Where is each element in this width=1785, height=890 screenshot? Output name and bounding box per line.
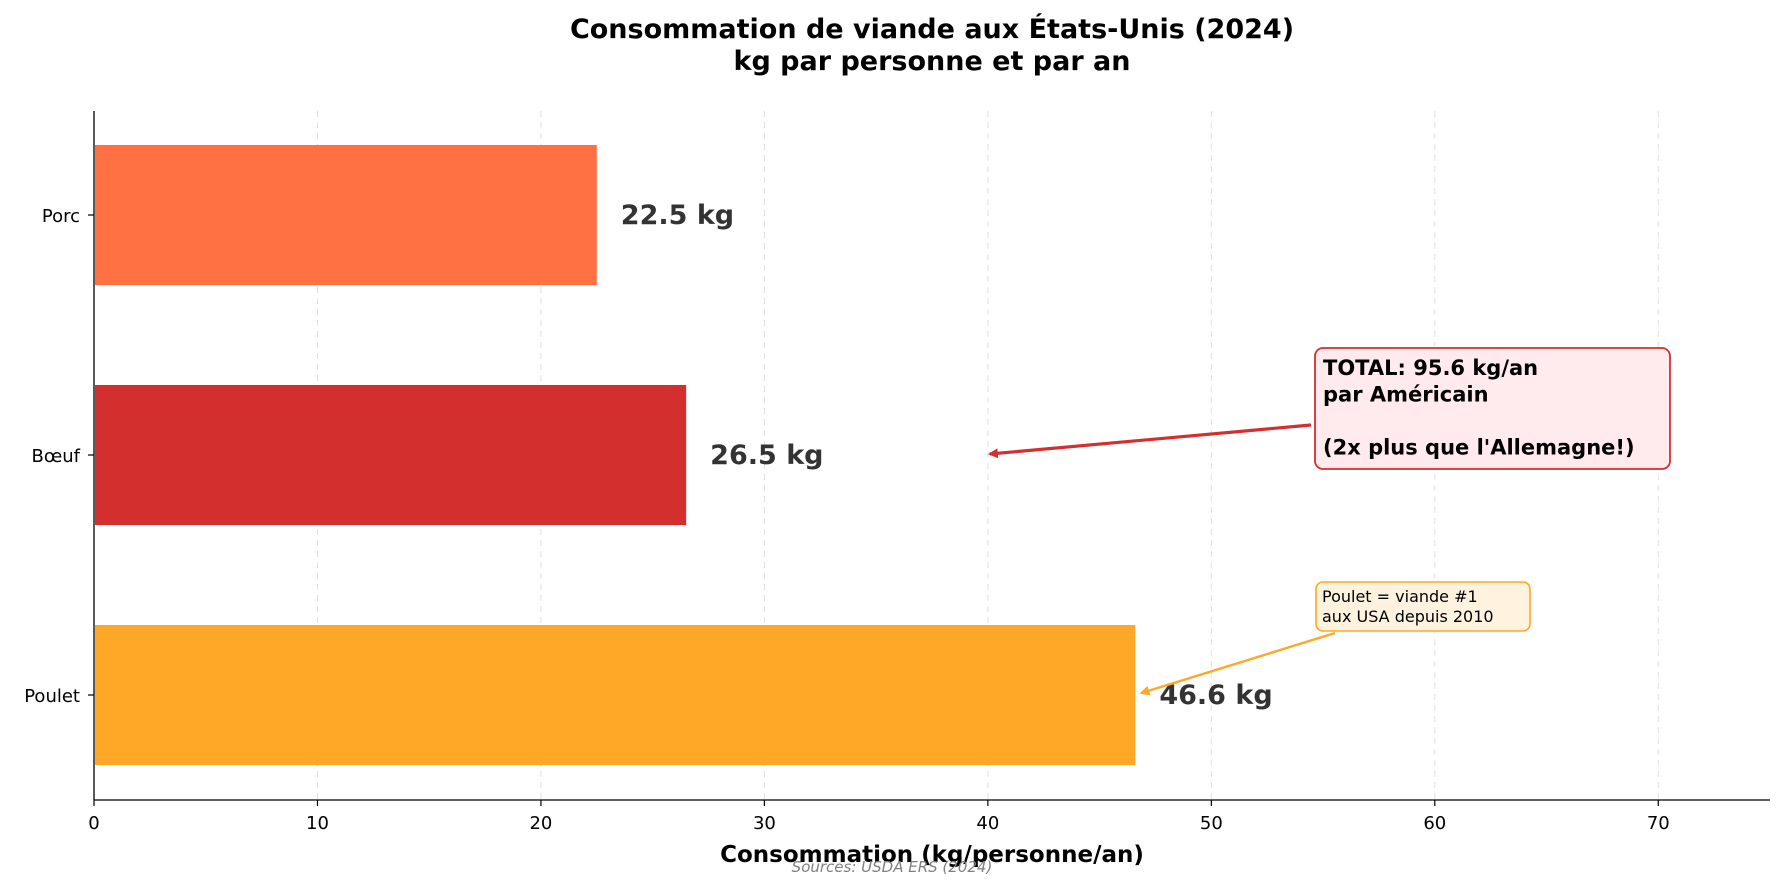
bar [95, 385, 687, 525]
x-tick-label: 50 [1200, 813, 1223, 834]
total-annotation-box [1314, 347, 1671, 470]
bar [95, 145, 597, 285]
bar [95, 625, 1136, 765]
y-axis-ticks: Porc Bœuf Poulet [24, 206, 94, 707]
chart-subtitle: kg par personne et par an [734, 46, 1131, 77]
total-annotation-arrow [987, 423, 1312, 459]
x-tick-label: 60 [1423, 813, 1446, 834]
x-axis-label: Consommation (kg/personne/an) [720, 842, 1144, 868]
bar-value-label: 46.6 kg [1159, 680, 1272, 711]
x-tick-label: 40 [976, 813, 999, 834]
x-tick-label: 20 [529, 813, 552, 834]
y-tick-label: Porc [42, 206, 80, 227]
chicken-annotation-arrow [1139, 631, 1336, 696]
bar-value-label: 22.5 kg [621, 200, 734, 231]
y-tick-label: Poulet [24, 686, 80, 707]
x-tick-label: 30 [753, 813, 776, 834]
bars [95, 145, 1136, 765]
value-labels: 22.5 kg 26.5 kg 46.6 kg [621, 200, 1273, 711]
source-note: Sources: USDA ERS (2024) [792, 858, 993, 876]
annotations: TOTAL: 95.6 kg/an par Américain (2x plus q… [987, 347, 1671, 696]
bar-value-label: 26.5 kg [710, 440, 823, 471]
x-tick-label: 70 [1647, 813, 1670, 834]
y-tick-label: Bœuf [31, 446, 80, 467]
chicken-annotation-text: Poulet = viande #1 aux USA depuis 2010 [1322, 587, 1494, 626]
total-annotation-text: TOTAL: 95.6 kg/an par Américain (2x plus q… [1323, 356, 1635, 460]
x-tick-label: 10 [306, 813, 329, 834]
x-axis-ticks: 0 10 20 30 40 50 60 70 [88, 800, 1670, 834]
chicken-annotation-box [1315, 581, 1531, 632]
chart-title: Consommation de viande aux États-Unis (2… [570, 13, 1294, 45]
x-tick-label: 0 [88, 813, 99, 834]
